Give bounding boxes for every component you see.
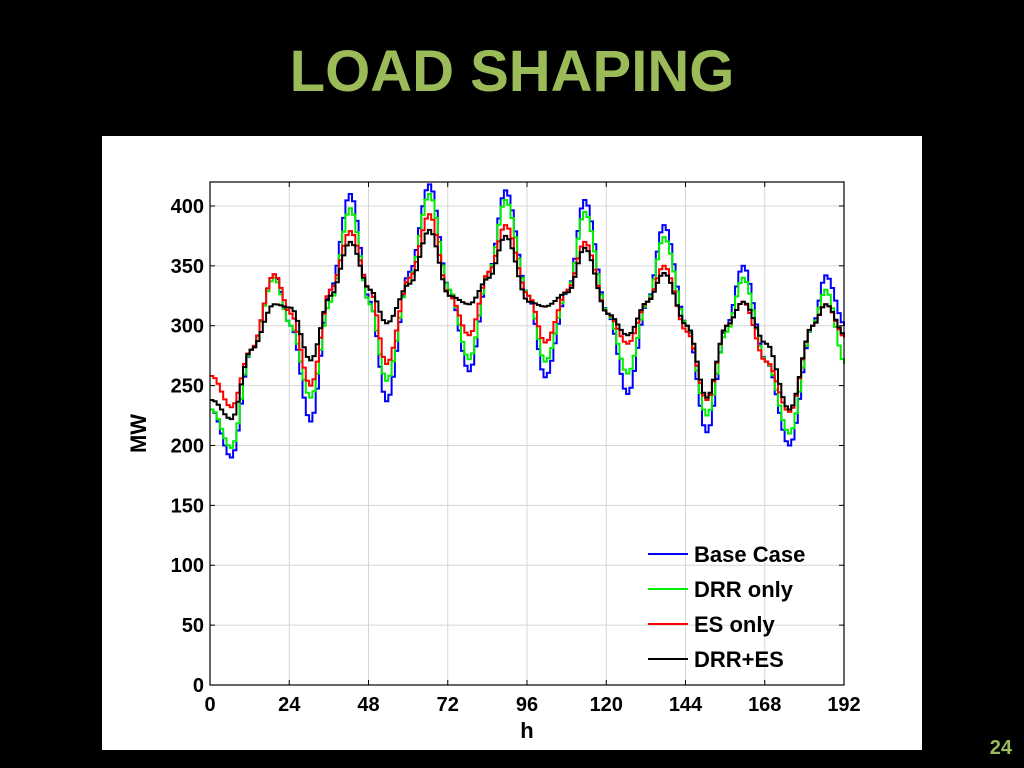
grid-layer (209, 182, 845, 686)
y-tick-label: 350 (171, 256, 204, 278)
legend-label-0: Base Case (694, 542, 805, 567)
y-tick-label: 150 (171, 495, 204, 517)
legend-label-3: DRR+ES (694, 647, 784, 672)
y-tick-label: 100 (171, 555, 204, 577)
x-tick-label: 96 (516, 694, 538, 716)
legend-label-1: DRR only (694, 577, 794, 602)
x-tick-label: 192 (827, 694, 860, 716)
y-tick-label: 300 (171, 316, 204, 338)
series-layer (210, 183, 845, 459)
y-tick-label: 250 (171, 376, 204, 398)
y-tick-label: 200 (171, 435, 204, 457)
x-tick-label: 72 (437, 694, 459, 716)
slide-number: 24 (989, 737, 1012, 759)
x-tick-label: 144 (669, 694, 703, 716)
line-chart: 0 24 48 72 96 120 144 168 192 0 50 100 150 200 250 300 3… (126, 181, 861, 743)
x-tick-label: 0 (204, 694, 215, 716)
legend-label-2: ES only (694, 612, 775, 637)
tick-layer: 0 24 48 72 96 120 144 168 192 0 50 100 150 200 250 300 3… (171, 182, 861, 716)
x-tick-label: 168 (748, 694, 781, 716)
chart-panel: 0 24 48 72 96 120 144 168 192 0 50 100 150 200 250 300 3… (102, 136, 922, 750)
x-tick-label: 24 (278, 694, 301, 716)
slide-title: LOAD SHAPING (289, 39, 735, 104)
legend: Base Case DRR only ES only DRR+ES (648, 542, 805, 672)
x-tick-label: 48 (357, 694, 379, 716)
series-line-3 (210, 228, 845, 421)
y-tick-label: 0 (193, 675, 204, 697)
y-tick-label: 50 (182, 615, 204, 637)
y-axis-label: MW (126, 414, 151, 453)
y-tick-label: 400 (171, 196, 204, 218)
x-axis-label: h (520, 718, 533, 743)
x-tick-label: 120 (590, 694, 623, 716)
